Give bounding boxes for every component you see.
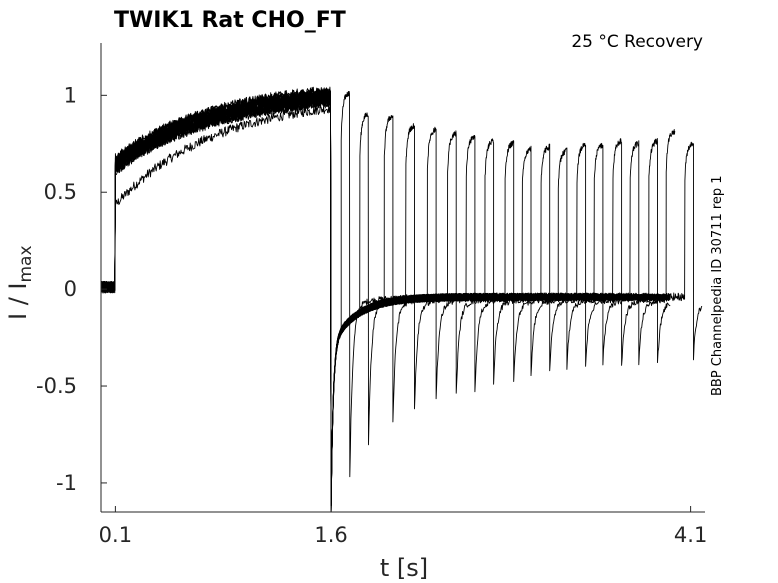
y-axis-label-group: I / Imax (4, 245, 36, 320)
y-tick-label: 0.5 (44, 180, 77, 204)
channelpedia-id-label: BBP Channelpedia ID 30711 rep 1 (710, 175, 725, 396)
current-traces (100, 86, 703, 513)
plot-area: 1 0.5 0 -0.5 -1 0.1 1.6 4.1 (36, 43, 707, 547)
y-tick-label: -1 (56, 471, 77, 495)
y-axis-label: I / Imax (4, 245, 36, 320)
x-tick-label: 4.1 (674, 523, 707, 547)
y-tick-label: 0 (64, 277, 77, 301)
x-axis-ticks: 0.1 1.6 4.1 (99, 506, 707, 547)
sweep-trace (100, 86, 703, 506)
x-axis-label: t [s] (380, 554, 428, 582)
y-tick-label: 1 (64, 83, 77, 107)
condition-annotation: 25 °C Recovery (571, 32, 703, 52)
chart-title: TWIK1 Rat CHO_FT (114, 8, 346, 33)
sweep-trace (100, 87, 676, 512)
y-tick-label: -0.5 (36, 374, 77, 398)
x-tick-label: 0.1 (99, 523, 132, 547)
y-axis-ticks: 1 0.5 0 -0.5 -1 (36, 83, 107, 495)
x-tick-label: 1.6 (314, 523, 347, 547)
y-axis-label-subscript: max (16, 245, 36, 282)
y-axis-label-main: I / I (4, 283, 32, 321)
